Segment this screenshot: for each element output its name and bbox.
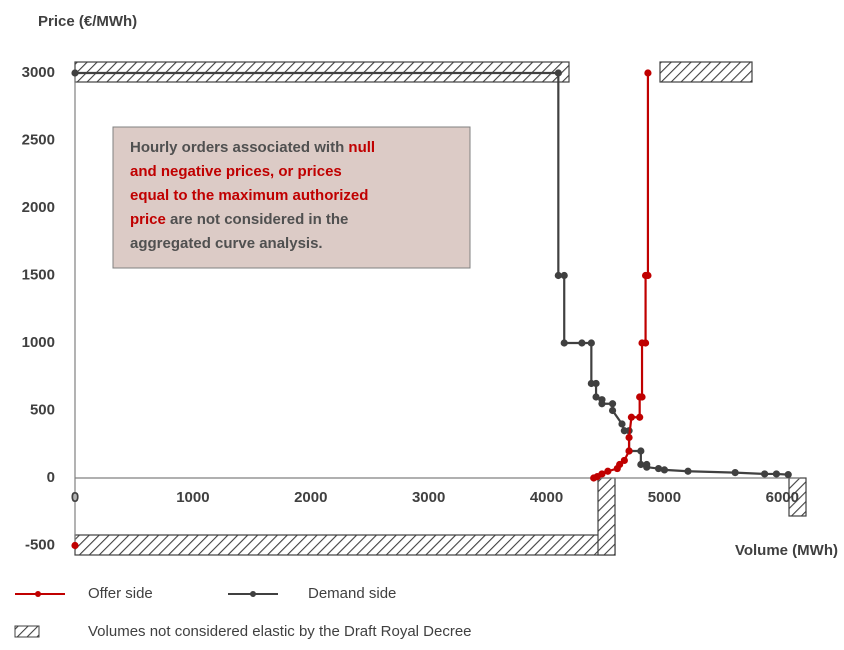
- x-tick-label: 4000: [530, 489, 563, 506]
- y-tick-label: -500: [25, 536, 55, 553]
- annotation-text: and negative prices, or prices: [130, 163, 342, 180]
- hatch-vertical: [597, 477, 616, 556]
- point: [592, 393, 600, 401]
- point: [560, 271, 568, 280]
- x-tick-label: 1000: [176, 489, 209, 506]
- point: [731, 469, 739, 477]
- point: [578, 339, 586, 347]
- annotation: Hourly orders associated with null and ne…: [130, 139, 375, 252]
- legend-hatch: [14, 625, 40, 638]
- point: [560, 339, 568, 347]
- annotation-text: aggregated curve analysis.: [130, 235, 323, 252]
- point: [592, 379, 600, 388]
- hatched-regions: [74, 61, 807, 556]
- y-tick-label: 2000: [22, 199, 55, 216]
- point: [587, 339, 595, 347]
- point: [604, 467, 612, 475]
- point: [625, 433, 633, 442]
- point: [684, 467, 692, 475]
- hatch-bottom: [74, 534, 616, 556]
- annotation-box: [112, 126, 471, 269]
- point: [71, 69, 79, 77]
- point: [644, 69, 652, 77]
- hatch-top-right: [659, 61, 753, 83]
- point: [636, 413, 644, 421]
- y-axis-label: Price (€/MWh): [38, 13, 137, 30]
- legend: Offer side Demand side Volumes not consi…: [14, 585, 472, 640]
- point: [625, 447, 633, 455]
- point: [772, 470, 781, 478]
- point: [616, 460, 624, 469]
- point: [608, 406, 617, 415]
- x-tick-label: 2000: [294, 489, 327, 506]
- y-tick-label: 1000: [22, 334, 55, 351]
- point: [618, 420, 626, 428]
- point: [598, 470, 606, 478]
- legend-marker: [250, 591, 256, 597]
- point: [761, 470, 769, 478]
- point: [641, 339, 650, 347]
- point: [643, 463, 651, 471]
- point: [620, 456, 628, 465]
- legend-label: Demand side: [308, 585, 396, 602]
- x-tick-label: 3000: [412, 489, 445, 506]
- x-tick-label: 0: [71, 489, 79, 506]
- point: [554, 69, 562, 77]
- annotation-text: Hourly orders associated with: [130, 139, 348, 156]
- point: [654, 464, 663, 473]
- point: [598, 400, 606, 408]
- point: [71, 541, 79, 550]
- legend-marker: [35, 591, 41, 597]
- legend-label: Volumes not considered elastic by the Dr…: [88, 623, 472, 640]
- point: [627, 413, 636, 421]
- point: [637, 447, 645, 455]
- annotation-text: equal to the maximum authorized: [130, 187, 368, 204]
- x-axis-label: Volume (MWh): [735, 542, 838, 559]
- annotation-text: are not considered in the: [166, 211, 349, 228]
- y-tick-label: 3000: [22, 64, 55, 81]
- x-tick-label: 6000: [766, 489, 799, 506]
- y-tick-label: 2500: [22, 131, 55, 148]
- point: [554, 271, 562, 280]
- point: [644, 271, 652, 280]
- point: [637, 460, 645, 469]
- y-tick-label: 500: [30, 401, 55, 418]
- annotation-text: null: [348, 139, 375, 156]
- point: [608, 400, 617, 408]
- point: [660, 466, 669, 474]
- legend-label: Offer side: [88, 585, 153, 602]
- y-tick-label: 0: [47, 469, 55, 486]
- y-tick-label: 1500: [22, 266, 55, 283]
- x-tick-label: 5000: [648, 489, 681, 506]
- point: [638, 393, 646, 401]
- point: [784, 471, 792, 479]
- annotation-text: price: [130, 211, 166, 228]
